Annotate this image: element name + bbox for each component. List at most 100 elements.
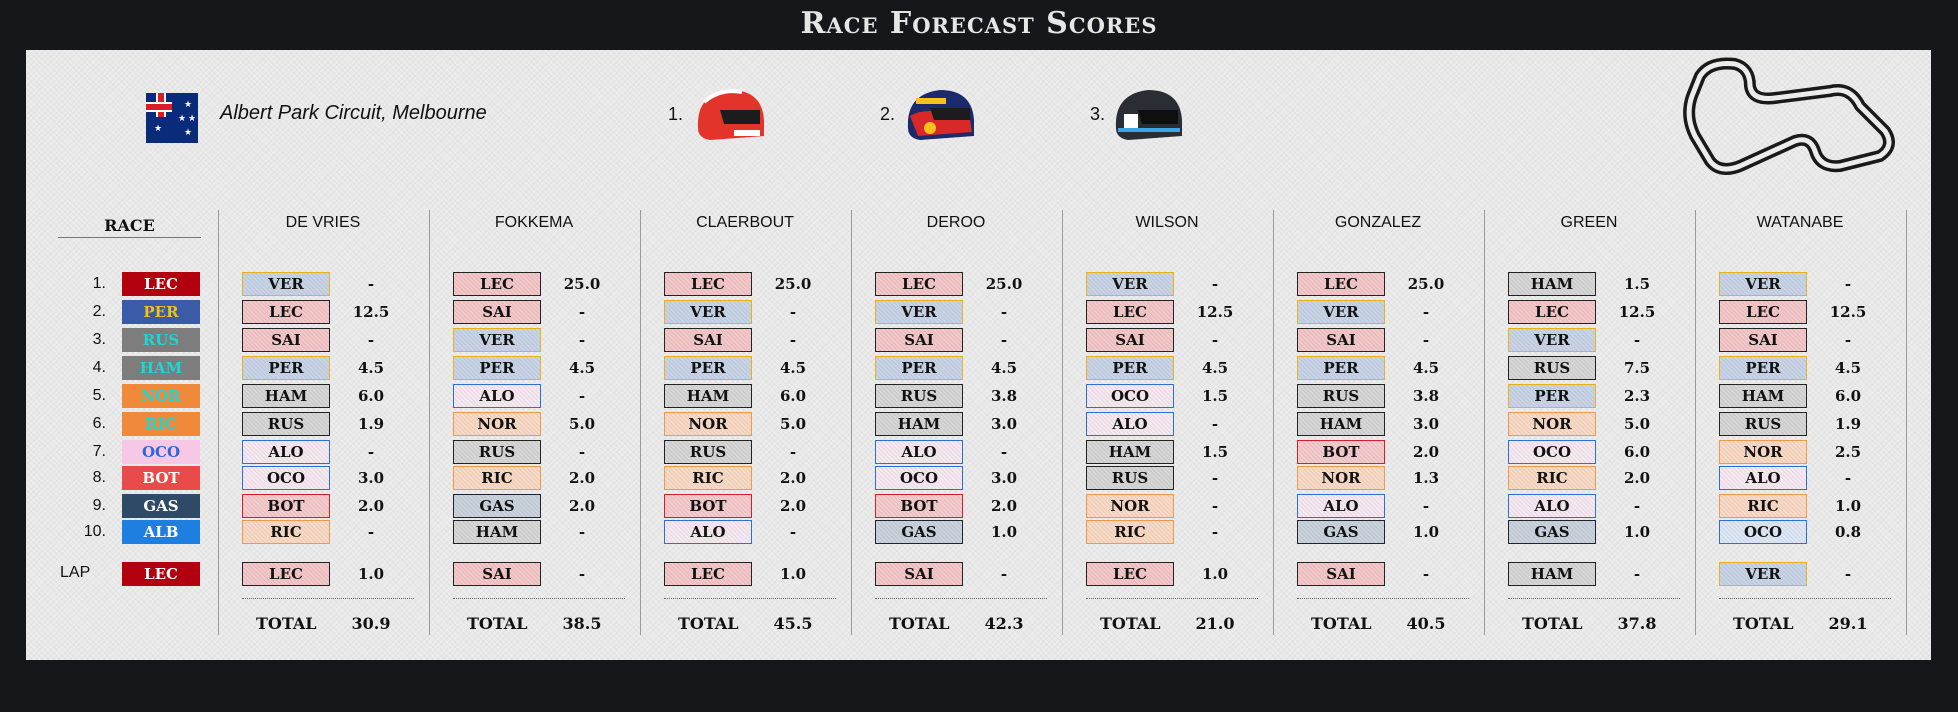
player-pick: RIC — [453, 466, 541, 490]
race-position-number: 1. — [92, 275, 106, 292]
pick-score: 2.0 — [990, 497, 1018, 515]
player-pick: RUS — [1297, 384, 1385, 408]
player-pick: LEC — [1719, 300, 1807, 324]
pick-score: - — [1000, 303, 1008, 321]
pick-score: - — [1211, 331, 1219, 349]
race-position-number: 4. — [92, 359, 106, 376]
lap-score: - — [1000, 565, 1008, 583]
pick-score: 3.8 — [1412, 387, 1440, 405]
column-divider — [1484, 210, 1485, 635]
player-lap-pick: VER — [1719, 562, 1807, 586]
total-score: 42.3 — [984, 614, 1024, 633]
player-pick: VER — [664, 300, 752, 324]
pick-score: 1.0 — [990, 523, 1018, 541]
helmet-icon — [907, 90, 974, 140]
pick-score: 4.5 — [990, 359, 1018, 377]
pick-score: 1.0 — [1412, 523, 1440, 541]
pick-score: 12.5 — [352, 303, 390, 321]
player-pick: LEC — [453, 272, 541, 296]
player-pick: ALO — [1297, 494, 1385, 518]
pick-score: 6.0 — [357, 387, 385, 405]
page-title: Race Forecast Scores — [800, 6, 1158, 41]
player-pick: SAI — [875, 328, 963, 352]
pick-score: 1.5 — [1201, 387, 1229, 405]
total-label: TOTAL — [1311, 614, 1372, 633]
player-pick: GAS — [1508, 520, 1596, 544]
player-pick: VER — [453, 328, 541, 352]
player-pick: NOR — [664, 412, 752, 436]
total-score: 30.9 — [351, 614, 391, 633]
pick-score: 2.0 — [568, 469, 596, 487]
total-score: 21.0 — [1195, 614, 1235, 633]
player-pick: GAS — [1297, 520, 1385, 544]
player-pick: OCO — [1719, 520, 1807, 544]
pick-score: 25.0 — [563, 275, 601, 293]
player-pick: ALO — [875, 440, 963, 464]
pick-score: 2.3 — [1623, 387, 1651, 405]
player-pick: ALO — [242, 440, 330, 464]
pick-score: - — [1211, 469, 1219, 487]
lap-score: - — [1844, 565, 1852, 583]
player-pick: PER — [1719, 356, 1807, 380]
player-pick: RUS — [664, 440, 752, 464]
pick-score: - — [367, 275, 375, 293]
pick-score: - — [367, 331, 375, 349]
pick-score: 2.0 — [1412, 443, 1440, 461]
fastest-lap-driver: LEC — [122, 562, 200, 586]
player-pick: RUS — [1086, 466, 1174, 490]
player-pick: OCO — [1086, 384, 1174, 408]
lap-score: 1.0 — [779, 565, 807, 583]
player-pick: NOR — [1508, 412, 1596, 436]
pick-score: 4.5 — [1201, 359, 1229, 377]
player-name: WILSON — [1135, 214, 1199, 231]
total-label: TOTAL — [1522, 614, 1583, 633]
pick-score: 12.5 — [1196, 303, 1234, 321]
player-pick: OCO — [242, 466, 330, 490]
circuit-map-icon — [1683, 57, 1895, 176]
pick-score: 1.5 — [1623, 275, 1651, 293]
race-position-number: 9. — [92, 497, 106, 514]
player-pick: ALO — [453, 384, 541, 408]
player-pick: HAM — [1719, 384, 1807, 408]
player-pick: GAS — [453, 494, 541, 518]
pick-score: 2.5 — [1834, 443, 1862, 461]
player-lap-pick: HAM — [1508, 562, 1596, 586]
pick-score: 7.5 — [1623, 359, 1651, 377]
player-pick: NOR — [1086, 494, 1174, 518]
player-name: WATANABE — [1756, 214, 1844, 231]
pick-score: - — [1633, 331, 1641, 349]
pick-score: 12.5 — [1829, 303, 1867, 321]
divider — [1297, 598, 1469, 599]
race-position-number: 10. — [83, 523, 106, 540]
total-label: TOTAL — [256, 614, 317, 633]
helmet-icon — [697, 89, 764, 140]
player-pick: VER — [1086, 272, 1174, 296]
player-pick: NOR — [1719, 440, 1807, 464]
player-pick: HAM — [1508, 272, 1596, 296]
player-name: GREEN — [1560, 214, 1618, 231]
pick-score: - — [1844, 275, 1852, 293]
pick-score: - — [578, 303, 586, 321]
player-pick: SAI — [1719, 328, 1807, 352]
pick-score: 4.5 — [357, 359, 385, 377]
race-result-driver: BOT — [122, 466, 200, 490]
player-pick: PER — [1508, 384, 1596, 408]
player-pick: LEC — [664, 272, 752, 296]
race-position-number: 8. — [92, 469, 106, 486]
column-divider — [640, 210, 641, 635]
pick-score: - — [367, 523, 375, 541]
podium-2-label: 2. — [880, 104, 896, 124]
pick-score: 5.0 — [1623, 415, 1651, 433]
pick-score: 6.0 — [1834, 387, 1862, 405]
pick-score: - — [578, 331, 586, 349]
lap-score: - — [578, 565, 586, 583]
podium-3-label: 3. — [1090, 104, 1106, 124]
race-position-number: 7. — [92, 443, 106, 460]
pick-score: 1.0 — [1623, 523, 1651, 541]
race-result-driver: GAS — [122, 494, 200, 518]
race-result-driver: OCO — [122, 440, 200, 464]
lap-score: - — [1422, 565, 1430, 583]
player-name: GONZALEZ — [1334, 214, 1422, 231]
player-pick: RUS — [242, 412, 330, 436]
pick-score: 2.0 — [779, 469, 807, 487]
